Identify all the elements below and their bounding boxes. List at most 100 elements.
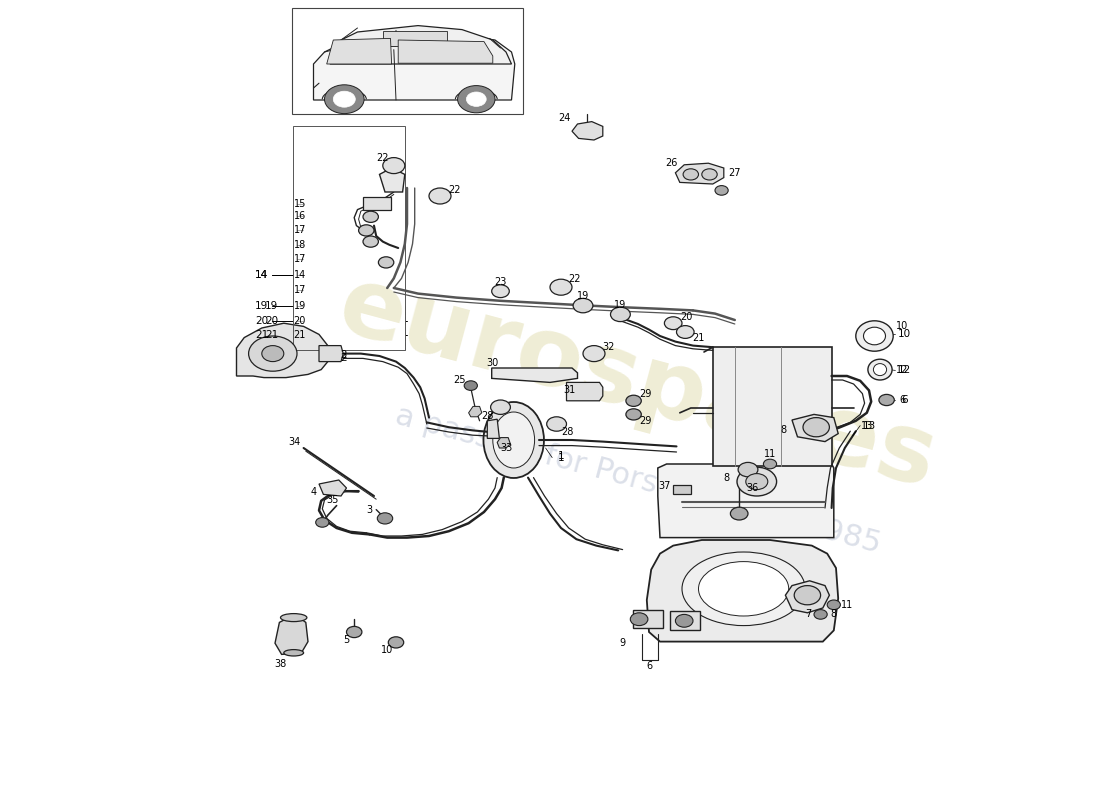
- Circle shape: [715, 186, 728, 195]
- Circle shape: [466, 92, 486, 106]
- Ellipse shape: [284, 650, 304, 656]
- Ellipse shape: [864, 327, 886, 345]
- Circle shape: [377, 513, 393, 524]
- Ellipse shape: [493, 412, 535, 468]
- Text: 6: 6: [899, 395, 905, 405]
- Circle shape: [378, 257, 394, 268]
- Polygon shape: [658, 464, 834, 538]
- Circle shape: [683, 169, 698, 180]
- Text: 21: 21: [692, 334, 705, 343]
- Circle shape: [429, 188, 451, 204]
- Circle shape: [664, 317, 682, 330]
- Circle shape: [333, 91, 355, 107]
- Text: 35: 35: [326, 495, 339, 505]
- Polygon shape: [670, 611, 700, 630]
- Text: a passion for Porsche since 1985: a passion for Porsche since 1985: [392, 401, 884, 559]
- Circle shape: [746, 474, 768, 490]
- Polygon shape: [327, 38, 392, 64]
- Text: 20: 20: [255, 316, 268, 326]
- Text: 8: 8: [780, 426, 786, 435]
- Circle shape: [550, 279, 572, 295]
- Text: 11: 11: [763, 450, 777, 459]
- Bar: [363, 197, 390, 210]
- Ellipse shape: [698, 562, 789, 616]
- Bar: [713, 347, 832, 466]
- Text: 6: 6: [901, 395, 908, 405]
- Circle shape: [676, 326, 694, 338]
- Circle shape: [879, 394, 894, 406]
- Polygon shape: [469, 406, 482, 417]
- Bar: [673, 485, 691, 494]
- Text: 15: 15: [294, 199, 306, 209]
- Bar: [383, 31, 447, 46]
- Text: 21: 21: [294, 330, 306, 340]
- Text: 12: 12: [895, 365, 909, 374]
- Text: 32: 32: [602, 342, 615, 352]
- Ellipse shape: [856, 321, 893, 351]
- Circle shape: [464, 381, 477, 390]
- Text: 22: 22: [448, 185, 461, 194]
- Text: 21: 21: [255, 330, 268, 340]
- Text: 26: 26: [664, 158, 678, 168]
- Circle shape: [626, 395, 641, 406]
- Text: 34: 34: [288, 437, 301, 446]
- Text: 38: 38: [274, 659, 287, 669]
- Text: 19: 19: [255, 302, 268, 311]
- Polygon shape: [398, 40, 493, 63]
- Text: 22: 22: [568, 274, 581, 284]
- Circle shape: [763, 459, 777, 469]
- Circle shape: [249, 336, 297, 371]
- Text: 22: 22: [376, 153, 389, 162]
- Text: 30: 30: [486, 358, 499, 368]
- Polygon shape: [566, 382, 603, 401]
- Circle shape: [388, 637, 404, 648]
- Circle shape: [262, 346, 284, 362]
- Circle shape: [702, 169, 717, 180]
- Polygon shape: [492, 368, 578, 382]
- Circle shape: [316, 518, 329, 527]
- Text: 21: 21: [265, 330, 278, 340]
- Circle shape: [827, 600, 840, 610]
- Text: 19: 19: [614, 300, 627, 310]
- Circle shape: [492, 285, 509, 298]
- Polygon shape: [379, 168, 405, 192]
- Ellipse shape: [682, 552, 805, 626]
- Text: 17: 17: [294, 285, 306, 294]
- Circle shape: [737, 467, 777, 496]
- Text: 23: 23: [494, 277, 507, 286]
- Polygon shape: [497, 438, 510, 448]
- Text: 10: 10: [898, 330, 911, 339]
- Text: 19: 19: [576, 291, 590, 301]
- Circle shape: [794, 586, 821, 605]
- Bar: [293, 126, 405, 350]
- Circle shape: [610, 307, 630, 322]
- Text: 9: 9: [619, 638, 626, 648]
- Text: 17: 17: [294, 254, 306, 264]
- Polygon shape: [319, 480, 346, 496]
- Circle shape: [346, 626, 362, 638]
- Text: 13: 13: [860, 421, 873, 430]
- Text: 2: 2: [340, 353, 346, 362]
- Text: 10: 10: [381, 646, 394, 655]
- Ellipse shape: [873, 363, 887, 375]
- Circle shape: [491, 400, 510, 414]
- Circle shape: [385, 159, 403, 172]
- Text: 25: 25: [453, 375, 466, 385]
- Polygon shape: [275, 614, 308, 654]
- Text: 14: 14: [255, 270, 268, 280]
- Circle shape: [730, 507, 748, 520]
- Text: 8: 8: [723, 473, 729, 482]
- Text: 29: 29: [639, 416, 652, 426]
- Circle shape: [583, 346, 605, 362]
- Text: 20: 20: [680, 312, 693, 322]
- Circle shape: [359, 225, 374, 236]
- Circle shape: [814, 610, 827, 619]
- Circle shape: [675, 614, 693, 627]
- Circle shape: [630, 613, 648, 626]
- Text: 6: 6: [646, 661, 652, 670]
- Polygon shape: [675, 163, 724, 184]
- Text: 2: 2: [340, 350, 346, 360]
- Text: 18: 18: [294, 240, 306, 250]
- Text: 14: 14: [294, 270, 306, 280]
- Circle shape: [458, 86, 495, 113]
